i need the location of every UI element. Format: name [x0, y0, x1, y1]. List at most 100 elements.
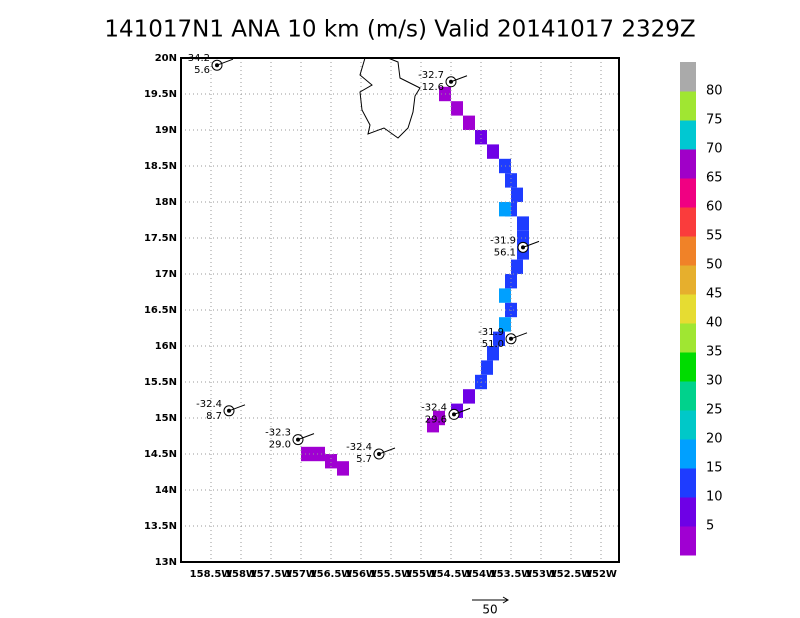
colorbar-label: 5 — [706, 519, 714, 534]
colorbar-swatch — [680, 207, 696, 237]
reference-arrowhead — [502, 596, 509, 604]
colorbar-label: 15 — [706, 461, 723, 476]
colorbar-label: 70 — [706, 142, 723, 157]
plot-frame — [180, 57, 620, 563]
y-tick-label: 14.5N — [144, 449, 177, 460]
wind-cell — [451, 101, 463, 116]
x-tick-label: 157W — [285, 569, 317, 580]
wind-cell — [301, 446, 313, 462]
wind-barb — [450, 75, 468, 83]
wind-cell — [463, 115, 475, 130]
x-tick-label: 155W — [405, 569, 437, 580]
y-tick-label: 17N — [155, 269, 177, 280]
y-tick-label: 15.5N — [144, 377, 177, 388]
title: 141017N1 ANA 10 km (m/s) Valid 20141017 … — [104, 17, 695, 43]
wind-cell — [487, 144, 499, 159]
wind-cell — [499, 317, 511, 332]
station-temp: 34.2 — [188, 53, 210, 64]
y-tick-label: 14N — [155, 485, 177, 496]
station-temp: -32.3 — [265, 428, 291, 439]
x-tick-label: 152W — [585, 569, 617, 580]
wind-cell — [487, 346, 499, 361]
wind-cell — [337, 461, 349, 476]
y-tick-label: 16N — [155, 341, 177, 352]
colorbar-swatch — [680, 62, 696, 92]
y-tick-label: 13N — [155, 557, 177, 568]
wind-cell — [505, 173, 517, 188]
wind-cell — [517, 230, 529, 246]
colorbar-label: 30 — [706, 374, 723, 389]
station-wind: 56.1 — [494, 247, 516, 258]
station-temp: -31.9 — [478, 327, 504, 338]
colorbar-label: 25 — [706, 403, 723, 418]
wind-barb — [453, 407, 471, 415]
wind-cell — [499, 202, 511, 217]
y-tick-label: 20N — [155, 53, 177, 64]
colorbar-swatch — [680, 497, 696, 527]
x-tick-label: 156.5W — [310, 569, 353, 580]
colorbar-swatch — [680, 178, 696, 208]
x-tick-label: 155.5W — [370, 569, 413, 580]
x-tick-label: 152.5W — [550, 569, 593, 580]
y-tick-label: 16.5N — [144, 305, 177, 316]
wind-cell — [313, 446, 325, 462]
y-tick-label: 15N — [155, 413, 177, 424]
colorbar-swatch — [680, 439, 696, 469]
station-temp: -32.7 — [418, 70, 444, 81]
colorbar-swatch — [680, 91, 696, 121]
x-tick-label: 156W — [345, 569, 377, 580]
x-tick-label: 153W — [525, 569, 557, 580]
wind-cell — [463, 389, 475, 404]
wind-barb — [228, 404, 246, 412]
wind-cell — [427, 418, 439, 433]
wind-barb — [378, 447, 396, 455]
y-tick-label: 18N — [155, 197, 177, 208]
colorbar-swatch — [680, 468, 696, 498]
colorbar-swatch — [680, 381, 696, 411]
colorbar-label: 55 — [706, 229, 723, 244]
colorbar-label: 45 — [706, 287, 723, 302]
station-wind: 29.0 — [269, 440, 291, 451]
y-tick-label: 19.5N — [144, 89, 177, 100]
x-tick-label: 158.5W — [190, 569, 233, 580]
colorbar-label: 65 — [706, 171, 723, 186]
wind-barb — [297, 433, 315, 441]
wind-cell — [511, 187, 523, 202]
wind-cell — [517, 216, 529, 231]
wind-barb — [510, 332, 528, 340]
x-tick-label: 157.5W — [250, 569, 293, 580]
y-tick-label: 17.5N — [144, 233, 177, 244]
wind-cell — [475, 130, 487, 145]
colorbar-label: 20 — [706, 432, 723, 447]
colorbar-swatch — [680, 236, 696, 266]
wind-cell — [325, 454, 337, 469]
colorbar-label: 75 — [706, 113, 723, 128]
colorbar-label: 35 — [706, 345, 723, 360]
x-tick-label: 154W — [465, 569, 497, 580]
wind-cell — [511, 259, 523, 274]
colorbar-swatch — [680, 149, 696, 179]
wind-cell — [499, 288, 511, 303]
station-temp: -32.4 — [346, 442, 372, 453]
colorbar-label: 60 — [706, 200, 723, 215]
colorbar-label: 40 — [706, 316, 723, 331]
colorbar-swatch — [680, 526, 696, 556]
y-tick-label: 18.5N — [144, 161, 177, 172]
station-temp: -31.9 — [490, 235, 516, 246]
wind-barb — [216, 58, 234, 66]
y-tick-label: 19N — [155, 125, 177, 136]
station-wind: 5.7 — [356, 454, 372, 465]
colorbar-label: 10 — [706, 490, 723, 505]
coastline — [359, 57, 421, 139]
x-tick-label: 158W — [225, 569, 257, 580]
station-temp: -32.4 — [421, 402, 447, 413]
x-tick-label: 153.5W — [490, 569, 533, 580]
wind-cell — [505, 274, 517, 289]
wind-barb — [522, 240, 540, 248]
wind-cell — [493, 331, 505, 346]
colorbar-swatch — [680, 294, 696, 324]
y-tick-label: 13.5N — [144, 521, 177, 532]
colorbar-swatch — [680, 352, 696, 382]
